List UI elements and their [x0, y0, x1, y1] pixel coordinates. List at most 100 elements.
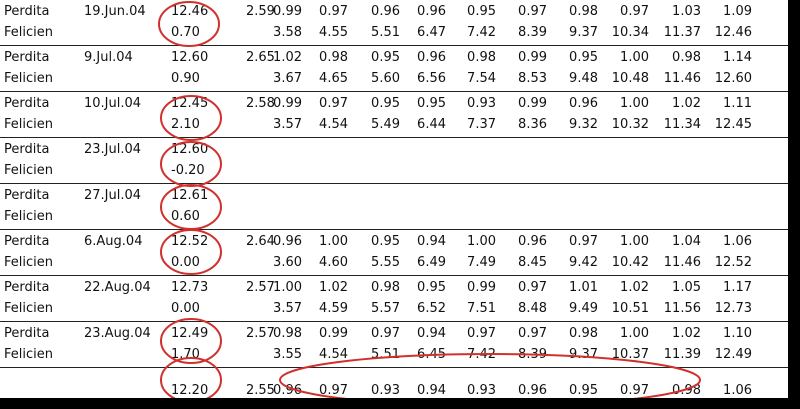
cumulative-cell: 8.36 — [518, 117, 547, 132]
cumulative-cell: 6.56 — [417, 71, 446, 86]
k-value: 2.58 — [246, 96, 275, 111]
sub-value: 0.70 — [171, 25, 200, 40]
cumulative-cell: 3.55 — [273, 347, 302, 362]
table-body: Perdita Felicien 19.Jun.04 12.46 0.70 2.59 0.9… — [0, 0, 788, 368]
cumulative-cell: 8.39 — [518, 25, 547, 40]
value-cell: 1.10 — [723, 326, 752, 341]
cumulative-cell: 10.42 — [611, 255, 649, 270]
name-secondary: Felicien — [4, 255, 53, 270]
table-row: Perdita Felicien 6.Aug.04 12.52 0.00 2.64 0.96… — [0, 230, 788, 276]
cumulative-cell: 4.54 — [319, 347, 348, 362]
main-value: 12.60 — [171, 142, 209, 157]
cumulative-cell: 6.47 — [417, 25, 446, 40]
summary-value-cell: 0.96 — [273, 383, 302, 398]
value-cell: 1.02 — [672, 96, 701, 111]
value-cell: 1.00 — [620, 234, 649, 249]
summary-main-value: 12.20 — [171, 383, 209, 398]
value-cell: 0.96 — [518, 234, 547, 249]
table-row: Perdita Felicien 10.Jul.04 12.45 2.10 2.58 0.9… — [0, 92, 788, 138]
cumulative-cell: 5.60 — [371, 71, 400, 86]
sub-value: 1.70 — [171, 347, 200, 362]
value-cell: 0.97 — [569, 234, 598, 249]
sub-value: 0.90 — [171, 71, 200, 86]
value-cell: 1.02 — [672, 326, 701, 341]
main-value: 12.73 — [171, 280, 209, 295]
date-cell: 23.Aug.04 — [84, 326, 151, 341]
cumulative-cell: 11.34 — [663, 117, 701, 132]
summary-k-value: 2.55 — [246, 383, 275, 398]
value-cell: 0.98 — [672, 50, 701, 65]
main-value: 12.61 — [171, 188, 209, 203]
value-cell: 0.96 — [417, 4, 446, 19]
value-cell: 0.97 — [319, 4, 348, 19]
value-cell: 0.94 — [417, 326, 446, 341]
name-primary: Perdita — [4, 96, 50, 111]
cumulative-cell: 8.39 — [518, 347, 547, 362]
value-cell: 1.11 — [723, 96, 752, 111]
date-cell: 10.Jul.04 — [84, 96, 142, 111]
cumulative-cell: 3.57 — [273, 301, 302, 316]
k-value: 2.64 — [246, 234, 275, 249]
summary-row: 12.20 2.55 0.96 0.97 0.93 0.94 0.93 0.96 0.95 0… — [0, 368, 788, 398]
cumulative-cell: 6.44 — [417, 117, 446, 132]
cumulative-cell: 7.42 — [467, 347, 496, 362]
cumulative-cell: 3.57 — [273, 117, 302, 132]
value-cell: 1.02 — [273, 50, 302, 65]
cumulative-cell: 11.46 — [663, 71, 701, 86]
cumulative-cell: 11.46 — [663, 255, 701, 270]
value-cell: 0.95 — [569, 50, 598, 65]
cumulative-cell: 7.42 — [467, 25, 496, 40]
name-secondary: Felicien — [4, 209, 53, 224]
cumulative-cell: 10.34 — [611, 25, 649, 40]
sub-value: 0.60 — [171, 209, 200, 224]
value-cell: 0.99 — [467, 280, 496, 295]
value-cell: 0.95 — [371, 96, 400, 111]
summary-value-cell: 0.98 — [672, 383, 701, 398]
summary-value-cell: 0.93 — [467, 383, 496, 398]
cumulative-cell: 6.49 — [417, 255, 446, 270]
summary-value-cell: 0.96 — [518, 383, 547, 398]
name-secondary: Felicien — [4, 347, 53, 362]
cumulative-cell: 12.73 — [714, 301, 752, 316]
name-primary: Perdita — [4, 4, 50, 19]
cumulative-cell: 10.32 — [611, 117, 649, 132]
value-cell: 0.99 — [273, 96, 302, 111]
cumulative-cell: 5.55 — [371, 255, 400, 270]
value-cell: 0.97 — [620, 4, 649, 19]
cumulative-cell: 11.37 — [663, 25, 701, 40]
value-cell: 1.02 — [620, 280, 649, 295]
table-row: Perdita Felicien 9.Jul.04 12.60 0.90 2.65 1.02… — [0, 46, 788, 92]
cumulative-cell: 4.54 — [319, 117, 348, 132]
value-cell: 0.99 — [518, 50, 547, 65]
k-value: 2.65 — [246, 50, 275, 65]
value-cell: 0.98 — [319, 50, 348, 65]
value-cell: 0.98 — [371, 280, 400, 295]
sub-value: 0.00 — [171, 255, 200, 270]
cumulative-cell: 5.51 — [371, 25, 400, 40]
value-cell: 1.05 — [672, 280, 701, 295]
cumulative-cell: 4.65 — [319, 71, 348, 86]
value-cell: 0.97 — [467, 326, 496, 341]
value-cell: 1.00 — [620, 326, 649, 341]
summary-value-cell: 0.95 — [569, 383, 598, 398]
cumulative-cell: 8.48 — [518, 301, 547, 316]
cumulative-cell: 12.45 — [714, 117, 752, 132]
k-value: 2.57 — [246, 280, 275, 295]
cumulative-cell: 5.51 — [371, 347, 400, 362]
value-cell: 0.97 — [319, 96, 348, 111]
value-cell: 1.03 — [672, 4, 701, 19]
cumulative-cell: 3.60 — [273, 255, 302, 270]
table-row: Perdita Felicien 19.Jun.04 12.46 0.70 2.59 0.9… — [0, 0, 788, 46]
value-cell: 1.01 — [569, 280, 598, 295]
value-cell: 0.98 — [467, 50, 496, 65]
cumulative-cell: 12.60 — [714, 71, 752, 86]
main-value: 12.52 — [171, 234, 209, 249]
cumulative-cell: 11.39 — [663, 347, 701, 362]
cumulative-cell: 4.60 — [319, 255, 348, 270]
name-secondary: Felicien — [4, 117, 53, 132]
date-cell: 9.Jul.04 — [84, 50, 133, 65]
value-cell: 0.96 — [417, 50, 446, 65]
value-cell: 1.00 — [620, 50, 649, 65]
summary-value-cell: 0.97 — [319, 383, 348, 398]
cumulative-cell: 9.37 — [569, 347, 598, 362]
